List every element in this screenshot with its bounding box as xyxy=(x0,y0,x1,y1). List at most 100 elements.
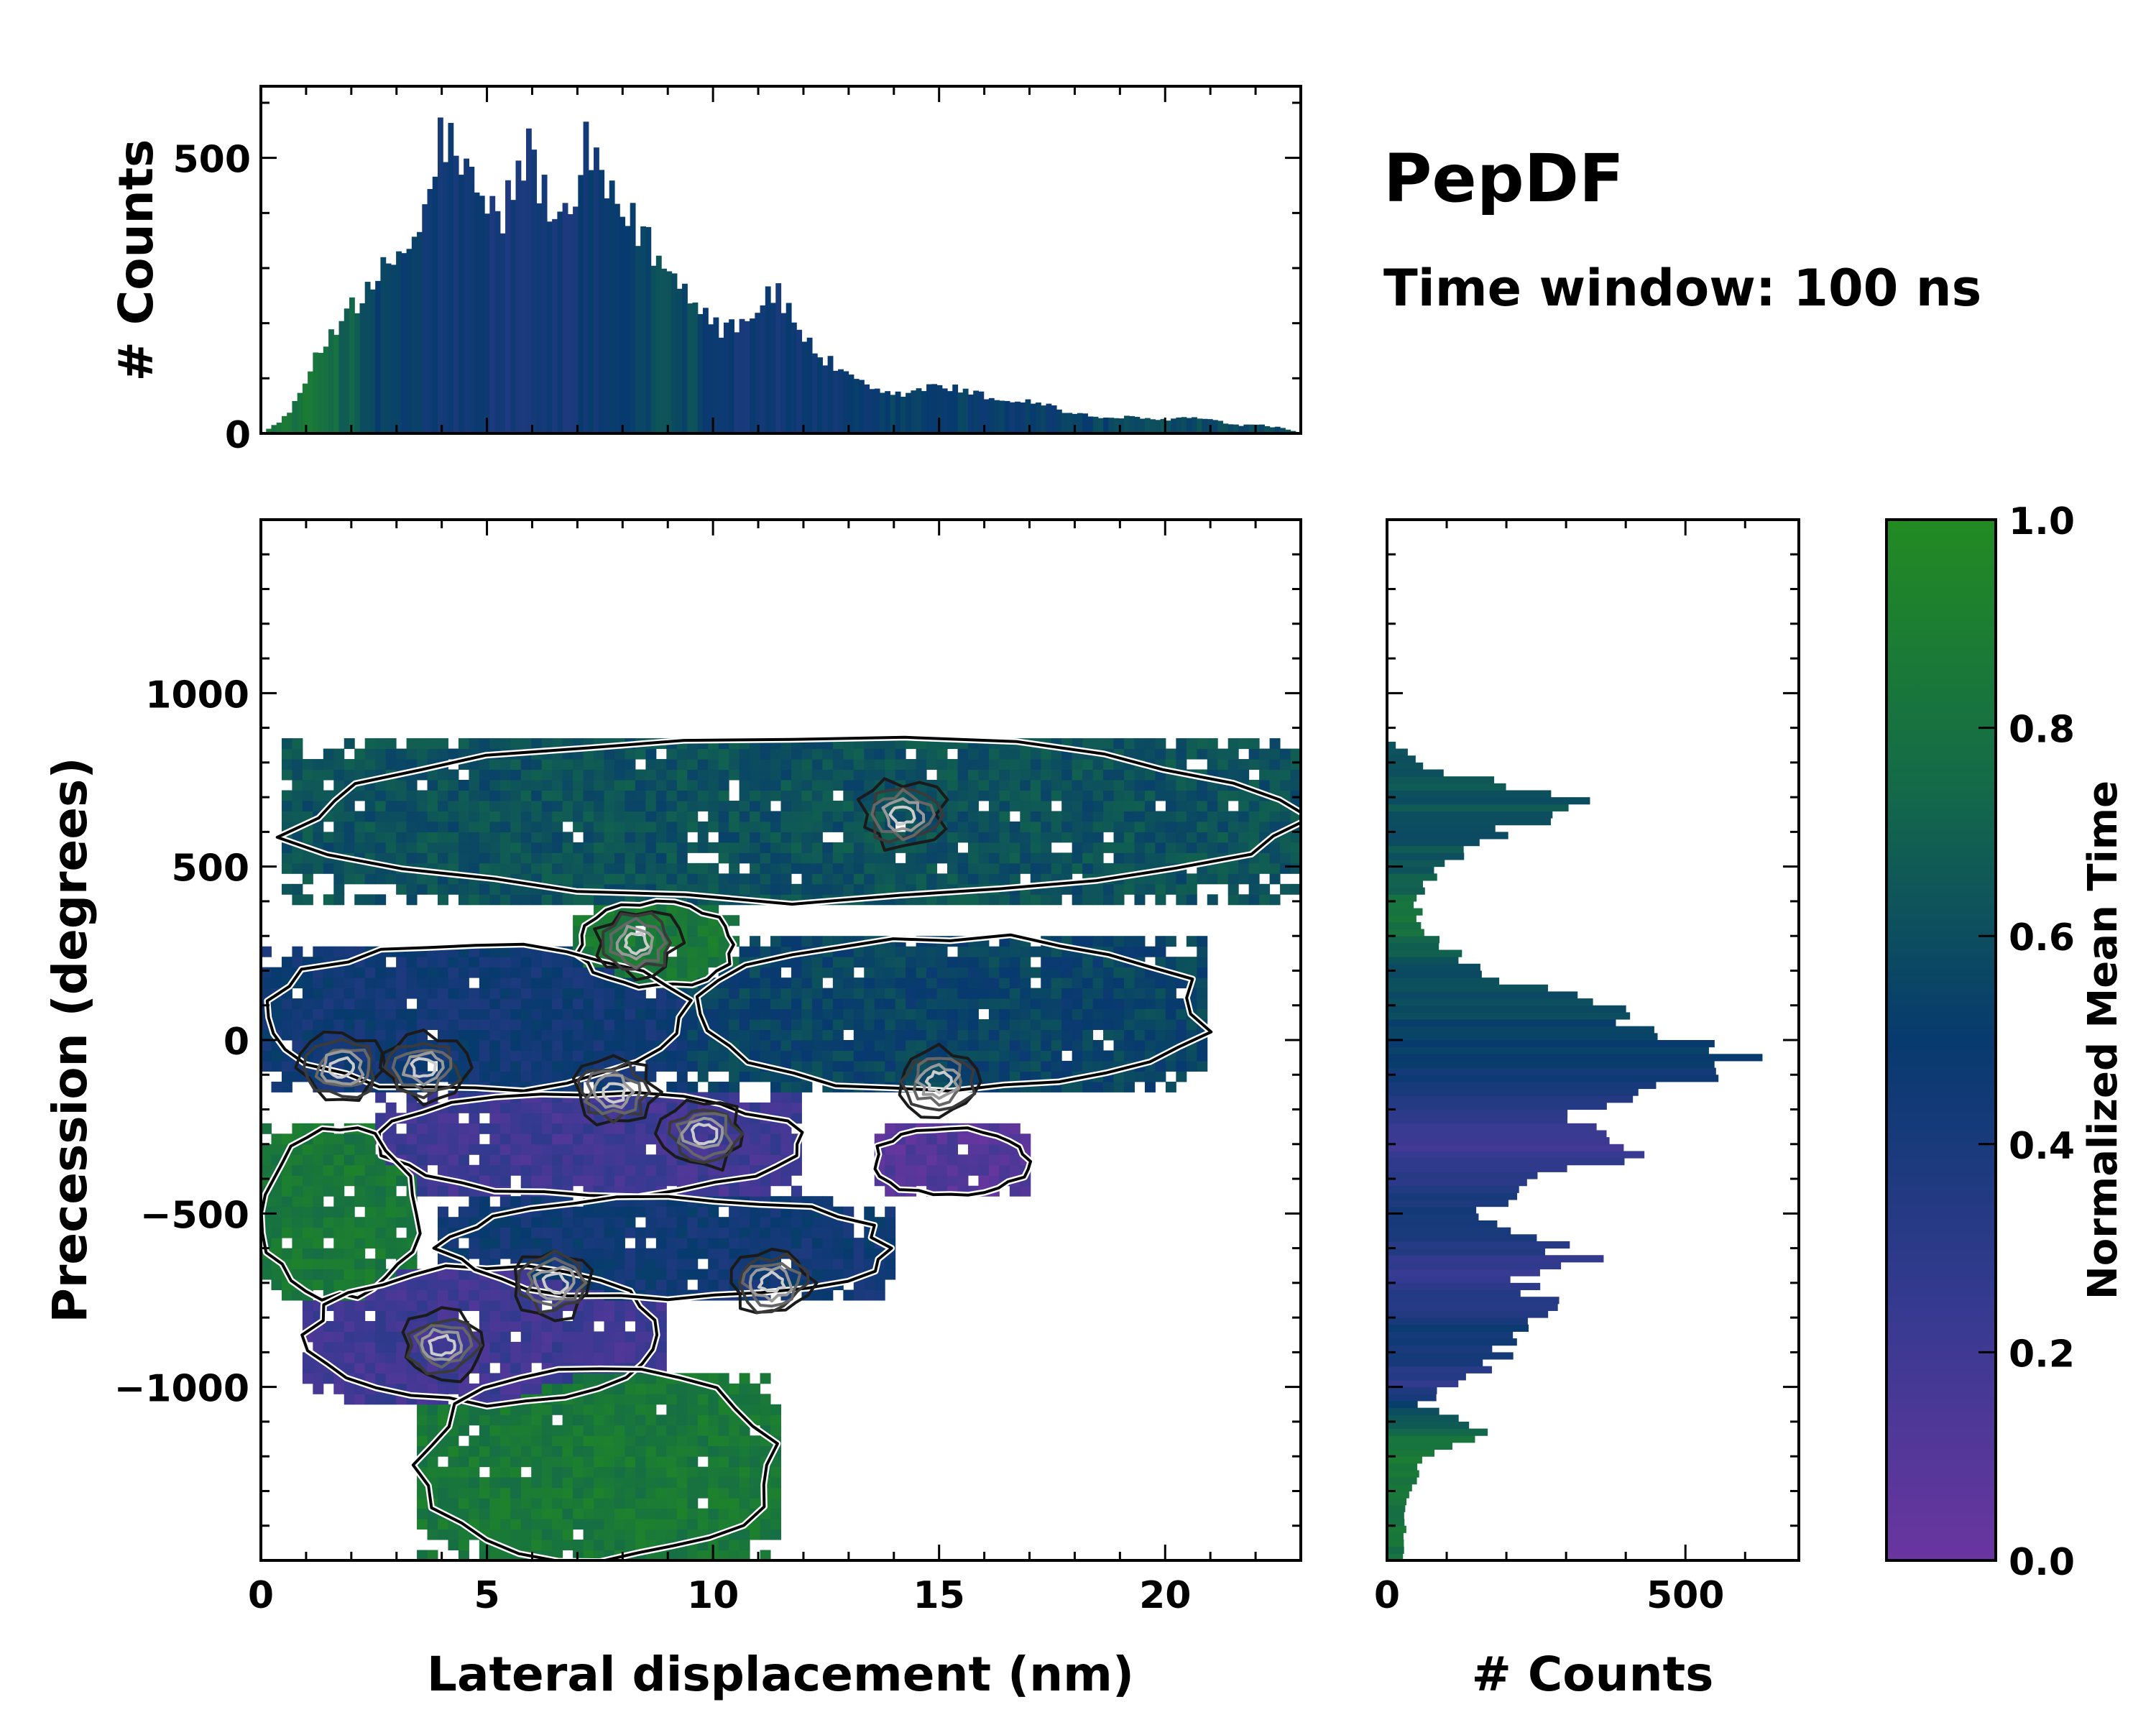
heatmap-cell xyxy=(625,1456,636,1468)
heatmap-cell xyxy=(531,842,543,853)
heatmap-cell xyxy=(614,1394,625,1405)
heatmap-cell xyxy=(448,1498,459,1509)
top-histogram-bar xyxy=(609,180,615,433)
heatmap-cell xyxy=(1155,883,1166,895)
heatmap-cell xyxy=(520,1164,532,1176)
heatmap-cell xyxy=(750,1040,761,1051)
heatmap-cell xyxy=(718,1519,729,1530)
heatmap-cell xyxy=(1134,790,1146,801)
heatmap-cell xyxy=(1009,894,1021,906)
heatmap-cell xyxy=(718,1019,729,1031)
top-histogram-bar xyxy=(702,308,709,433)
heatmap-cell xyxy=(760,790,771,801)
heatmap-cell xyxy=(573,1227,584,1238)
heatmap-cell xyxy=(510,1519,522,1530)
heatmap-cell xyxy=(531,1508,543,1519)
heatmap-cell xyxy=(655,1279,667,1291)
heatmap-cell xyxy=(988,1029,1000,1041)
heatmap-cell xyxy=(718,780,729,791)
heatmap-cell xyxy=(562,1144,573,1155)
heatmap-cell xyxy=(676,967,688,978)
heatmap-cell xyxy=(1197,967,1208,978)
heatmap-cell xyxy=(406,821,418,832)
heatmap-cell xyxy=(978,821,990,832)
heatmap-cell xyxy=(708,811,719,822)
heatmap-cell xyxy=(281,769,292,781)
heatmap-cell xyxy=(541,1050,553,1062)
heatmap-cell xyxy=(916,1019,927,1031)
heatmap-cell xyxy=(448,1289,459,1301)
heatmap-cell xyxy=(967,759,979,770)
heatmap-cell xyxy=(1020,1050,1031,1062)
top-histogram-bar xyxy=(1129,415,1135,433)
heatmap-cell xyxy=(729,1540,740,1551)
heatmap-cell xyxy=(697,1050,709,1062)
heatmap-cell xyxy=(344,1217,355,1228)
top-histogram-bar xyxy=(900,396,906,433)
heatmap-cell xyxy=(666,1456,678,1468)
heatmap-cell xyxy=(687,1259,699,1270)
heatmap-cell xyxy=(458,1550,469,1560)
heatmap-cell xyxy=(396,957,407,968)
heatmap-cell xyxy=(458,1540,469,1551)
heatmap-cell xyxy=(375,842,387,853)
heatmap-cell xyxy=(666,852,678,864)
heatmap-cell xyxy=(1186,936,1197,947)
heatmap-cell xyxy=(864,998,875,1010)
top-histogram-bar xyxy=(1259,424,1265,433)
heatmap-cell xyxy=(1030,1071,1041,1082)
heatmap-cell xyxy=(853,1289,865,1301)
heatmap-cell xyxy=(697,957,709,968)
heatmap-cell xyxy=(573,1519,584,1530)
heatmap-cell xyxy=(708,988,719,999)
heatmap-cell xyxy=(313,1362,324,1374)
heatmap-cell xyxy=(604,936,615,947)
heatmap-cell xyxy=(885,748,896,760)
heatmap-cell xyxy=(406,842,418,853)
heatmap-cell xyxy=(697,780,709,791)
heatmap-cell xyxy=(364,738,376,750)
heatmap-cell xyxy=(531,957,543,968)
heatmap-cell xyxy=(354,1310,366,1322)
heatmap-cell xyxy=(562,967,573,978)
heatmap-cell xyxy=(292,1029,303,1041)
heatmap-cell xyxy=(364,1238,376,1249)
heatmap-cell xyxy=(520,832,532,843)
heatmap-cell xyxy=(292,1238,303,1249)
heatmap-cell xyxy=(489,946,501,957)
heatmap-cell xyxy=(729,862,740,874)
heatmap-cell xyxy=(906,957,917,968)
heatmap-cell xyxy=(520,1133,532,1145)
heatmap-cell xyxy=(531,769,543,781)
heatmap-cell xyxy=(1092,852,1104,864)
heatmap-cell xyxy=(655,988,667,999)
heatmap-cell xyxy=(1082,1019,1094,1031)
heatmap-cell xyxy=(822,883,834,895)
heatmap-cell xyxy=(687,1269,699,1280)
heatmap-cell xyxy=(427,998,438,1010)
heatmap-cell xyxy=(906,759,917,770)
heatmap-cell xyxy=(832,1238,844,1249)
heatmap-cell xyxy=(531,780,543,791)
heatmap-cell xyxy=(281,1081,292,1092)
heatmap-cell xyxy=(499,800,511,811)
heatmap-cell xyxy=(708,1498,719,1509)
heatmap-cell xyxy=(510,1019,522,1031)
heatmap-cell xyxy=(541,1352,553,1363)
heatmap-cell xyxy=(552,862,563,874)
heatmap-cell xyxy=(843,978,854,989)
heatmap-cell xyxy=(489,842,501,853)
heatmap-cell xyxy=(573,862,584,874)
heatmap-cell xyxy=(489,1123,501,1134)
heatmap-cell xyxy=(573,790,584,801)
heatmap-cell xyxy=(1176,842,1187,853)
top-histogram-bar xyxy=(1197,418,1203,433)
heatmap-cell xyxy=(510,1404,522,1415)
heatmap-cell xyxy=(635,800,646,811)
heatmap-cell xyxy=(562,1238,573,1249)
heatmap-cell xyxy=(499,1071,511,1082)
heatmap-cell xyxy=(729,1466,740,1478)
heatmap-cell xyxy=(531,1540,543,1551)
heatmap-cell xyxy=(333,1175,345,1187)
heatmap-cell xyxy=(573,1498,584,1509)
